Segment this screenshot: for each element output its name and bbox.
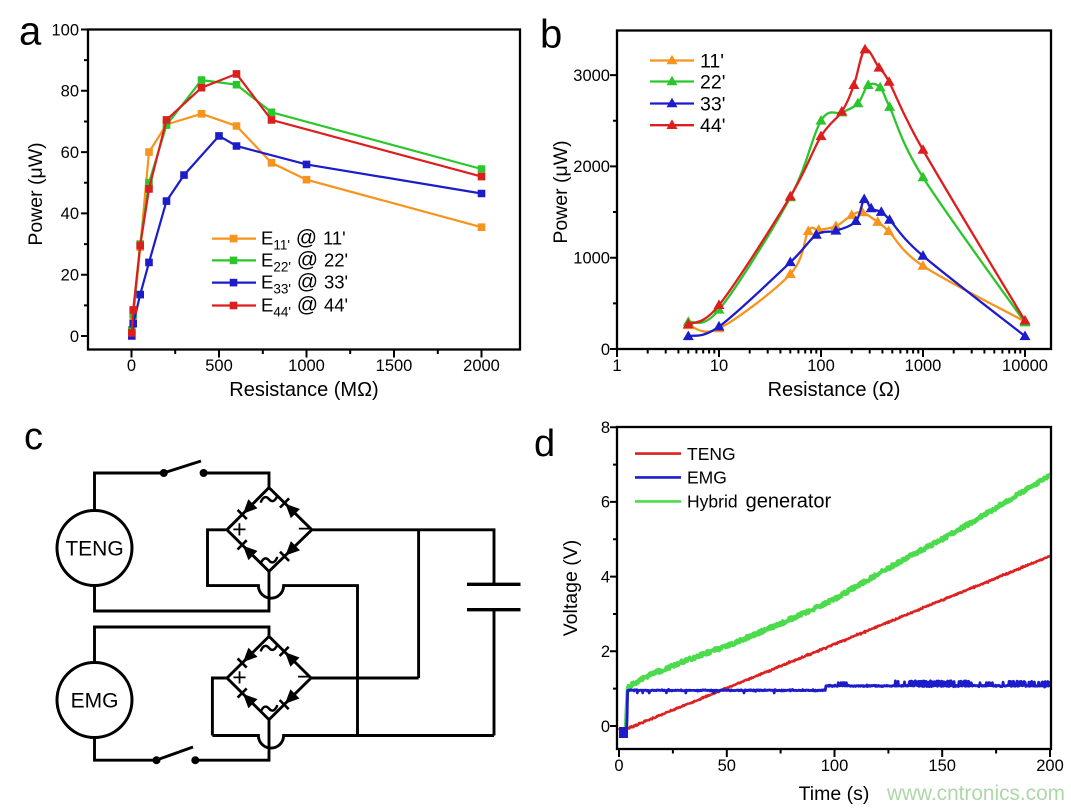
svg-text:0: 0 — [601, 718, 610, 736]
svg-text:Resistance (MΩ): Resistance (MΩ) — [229, 379, 378, 401]
svg-text:1500: 1500 — [376, 357, 413, 375]
svg-text:100: 100 — [51, 21, 79, 39]
svg-text:E22' @ 22': E22' @ 22' — [261, 248, 348, 274]
svg-text:60: 60 — [61, 144, 79, 162]
svg-text:TENG: TENG — [687, 444, 736, 464]
svg-text:c: c — [24, 416, 43, 458]
svg-text:TENG: TENG — [65, 538, 123, 561]
svg-text:150: 150 — [928, 757, 956, 775]
svg-text:Voltage (V): Voltage (V) — [560, 540, 582, 636]
svg-text:www.cntronics.com: www.cntronics.com — [886, 782, 1065, 805]
svg-text:40: 40 — [61, 205, 79, 223]
svg-text:3000: 3000 — [573, 67, 610, 85]
svg-text:80: 80 — [61, 83, 79, 101]
svg-text:1000: 1000 — [288, 357, 325, 375]
svg-text:2: 2 — [601, 643, 610, 661]
svg-text:0: 0 — [601, 341, 610, 359]
svg-text:a: a — [19, 10, 42, 54]
svg-text:6: 6 — [601, 494, 610, 512]
svg-text:Time (s): Time (s) — [799, 783, 870, 805]
svg-text:200: 200 — [1036, 757, 1064, 775]
svg-text:50: 50 — [718, 757, 736, 775]
svg-text:33': 33' — [700, 93, 725, 115]
svg-text:d: d — [534, 423, 555, 465]
svg-text:EMG: EMG — [71, 690, 119, 713]
svg-text:Power (μW): Power (μW) — [25, 142, 47, 245]
svg-text:1000: 1000 — [573, 250, 610, 268]
svg-text:44': 44' — [700, 115, 725, 137]
svg-text:100: 100 — [821, 757, 849, 775]
svg-text:+: + — [232, 515, 247, 543]
svg-text:10000: 10000 — [1002, 357, 1048, 375]
svg-text:0: 0 — [127, 357, 136, 375]
svg-text:100: 100 — [807, 357, 835, 375]
svg-text:Resistance (Ω): Resistance (Ω) — [768, 379, 901, 401]
svg-text:2000: 2000 — [463, 357, 500, 375]
svg-text:8: 8 — [601, 419, 610, 437]
svg-text:0: 0 — [70, 328, 79, 346]
svg-text:−: − — [297, 515, 312, 543]
svg-text:1: 1 — [612, 357, 621, 375]
svg-text:b: b — [540, 13, 562, 57]
svg-text:500: 500 — [205, 357, 233, 375]
svg-text:1000: 1000 — [905, 357, 942, 375]
svg-text:11': 11' — [700, 50, 724, 72]
svg-text:+: + — [232, 664, 247, 692]
svg-text:10: 10 — [710, 357, 728, 375]
svg-text:2000: 2000 — [573, 158, 610, 176]
svg-text:4: 4 — [601, 568, 610, 586]
svg-text:EMG: EMG — [687, 468, 727, 488]
svg-text:Power (μW): Power (μW) — [550, 140, 572, 243]
svg-text:−: − — [297, 663, 312, 691]
svg-text:0: 0 — [614, 757, 623, 775]
svg-text:22': 22' — [700, 71, 725, 93]
svg-text:20: 20 — [61, 267, 79, 285]
